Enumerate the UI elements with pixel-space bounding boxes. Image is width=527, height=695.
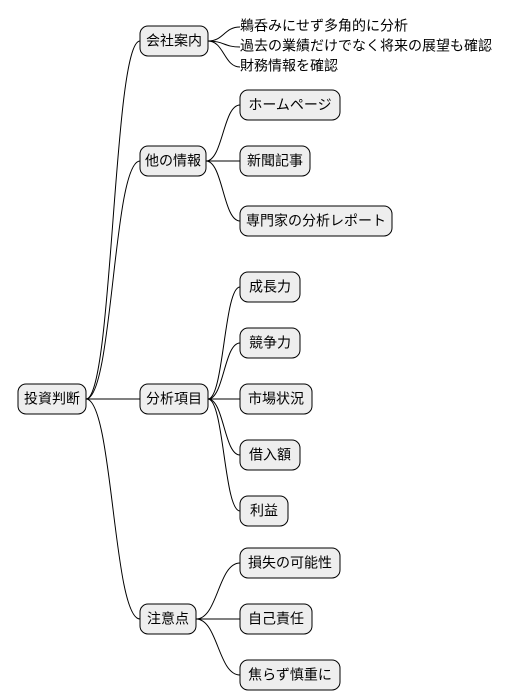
edges-layer — [86, 27, 240, 675]
node-h1: ホームページ — [240, 90, 340, 120]
edge-root-hoka — [86, 161, 140, 399]
node-c3: 焦らず慎重に — [240, 660, 340, 690]
node-root: 投資判断 — [18, 384, 86, 414]
edge-kaisha-k3 — [208, 41, 240, 67]
node-b1: 成長力 — [240, 272, 300, 302]
node-bunseki-label: 分析項目 — [146, 391, 202, 407]
node-h3: 専門家の分析レポート — [240, 206, 392, 236]
node-b1-label: 成長力 — [249, 279, 291, 295]
mindmap-canvas: 投資判断 会社案内 鵜呑みにせず多角的に分析過去の業績だけでなく将来の展望も確認財務… — [0, 0, 527, 695]
node-chuui: 注意点 — [140, 604, 196, 634]
node-hoka: 他の情報 — [140, 146, 206, 176]
node-b5-label: 利益 — [250, 503, 278, 519]
node-k2-text: 過去の業績だけでなく将来の展望も確認 — [240, 38, 492, 54]
node-h2: 新聞記事 — [240, 146, 310, 176]
node-c1: 損失の可能性 — [240, 548, 340, 578]
node-root-label: 投資判断 — [24, 391, 80, 407]
node-kaisha-label: 会社案内 — [146, 33, 202, 49]
edge-kaisha-k1 — [208, 27, 240, 41]
node-b3: 市場状況 — [240, 384, 312, 414]
nodes-layer: 投資判断 会社案内 鵜呑みにせず多角的に分析過去の業績だけでなく将来の展望も確認財務… — [18, 18, 492, 690]
edge-chuui-c1 — [196, 563, 240, 619]
node-h2-label: 新聞記事 — [247, 153, 303, 169]
node-b5: 利益 — [240, 496, 288, 526]
node-c2-label: 自己責任 — [248, 611, 304, 627]
node-b2: 競争力 — [240, 328, 300, 358]
node-chuui-label: 注意点 — [147, 611, 189, 627]
node-b3-label: 市場状況 — [248, 391, 304, 407]
node-k3-text: 財務情報を確認 — [240, 58, 338, 74]
edge-chuui-c3 — [196, 619, 240, 675]
node-c2: 自己責任 — [240, 604, 312, 634]
node-h3-label: 専門家の分析レポート — [246, 213, 386, 229]
node-b4: 借入額 — [240, 440, 300, 470]
edge-hoka-h1 — [206, 105, 240, 161]
node-k1-text: 鵜呑みにせず多角的に分析 — [240, 18, 408, 34]
edge-root-chuui — [86, 399, 140, 619]
edge-bunseki-b2 — [208, 343, 240, 399]
node-c1-label: 損失の可能性 — [248, 555, 332, 571]
node-b2-label: 競争力 — [249, 335, 291, 351]
node-kaisha: 会社案内 — [140, 26, 208, 56]
edge-hoka-h3 — [206, 161, 240, 221]
edge-bunseki-b1 — [208, 287, 240, 399]
edge-root-kaisha — [86, 41, 140, 399]
node-b4-label: 借入額 — [249, 447, 291, 463]
node-hoka-label: 他の情報 — [145, 153, 201, 169]
edge-bunseki-b5 — [208, 399, 240, 511]
node-h1-label: ホームページ — [248, 97, 331, 113]
edge-bunseki-b4 — [208, 399, 240, 455]
node-c3-label: 焦らず慎重に — [248, 667, 332, 683]
node-bunseki: 分析項目 — [140, 384, 208, 414]
